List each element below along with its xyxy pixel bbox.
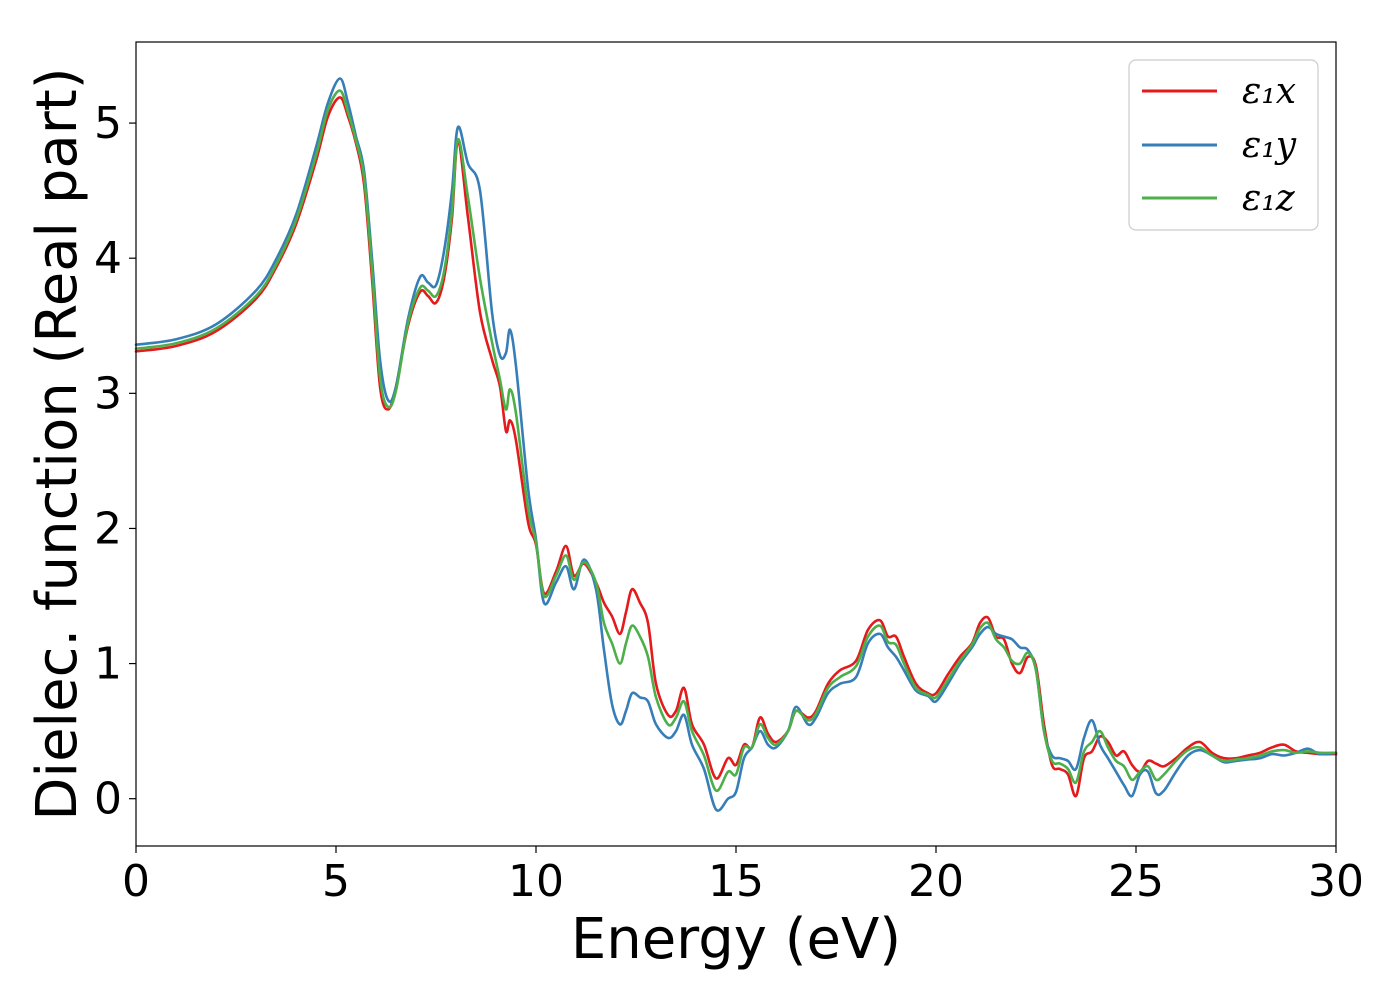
legend-label-z: ε₁z xyxy=(1242,178,1296,219)
y-tick-label: 4 xyxy=(94,233,122,284)
x-tick-label: 15 xyxy=(708,856,764,907)
legend: ε₁x ε₁y ε₁z xyxy=(1128,59,1319,231)
x-tick-label: 25 xyxy=(1108,856,1164,907)
y-tick-label: 2 xyxy=(94,503,122,554)
legend-label-y: ε₁y xyxy=(1242,125,1297,166)
y-tick-label: 0 xyxy=(94,774,122,825)
x-axis: 0 5 10 15 20 25 30 xyxy=(122,846,1364,907)
x-tick-label: 0 xyxy=(122,856,150,907)
series-layer xyxy=(134,77,1338,812)
y-tick-label: 3 xyxy=(94,368,122,419)
y-axis-label: Dielec. function (Real part) xyxy=(25,67,90,820)
x-tick-label: 5 xyxy=(322,856,350,907)
legend-label-x: ε₁x xyxy=(1242,71,1296,112)
legend-box xyxy=(1128,59,1319,231)
x-tick-label: 10 xyxy=(508,856,564,907)
series-line-y xyxy=(134,77,1338,812)
y-axis: 0 1 2 3 4 5 xyxy=(94,98,136,825)
series-line-z xyxy=(134,89,1338,792)
x-tick-label: 30 xyxy=(1308,856,1364,907)
series-line-x xyxy=(134,96,1338,798)
y-tick-label: 1 xyxy=(94,639,122,690)
y-tick-label: 5 xyxy=(94,98,122,149)
x-axis-label: Energy (eV) xyxy=(571,907,901,972)
x-tick-label: 20 xyxy=(908,856,964,907)
